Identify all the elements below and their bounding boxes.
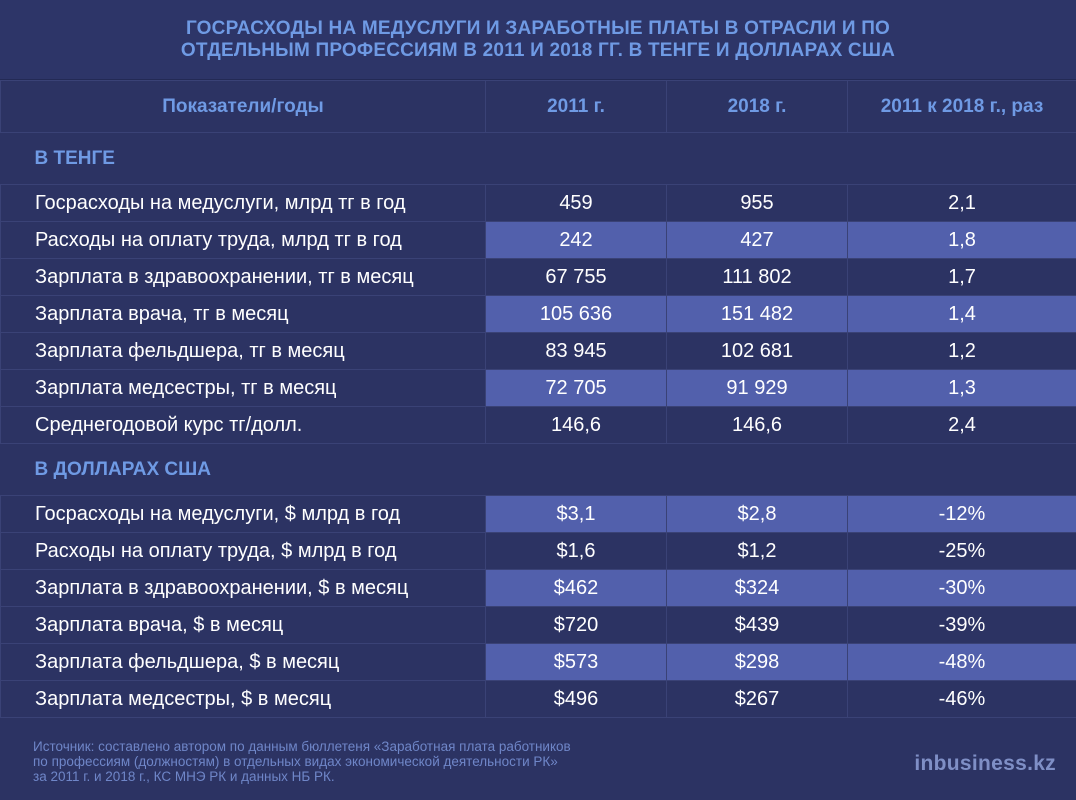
cell-2011: $720 <box>485 606 667 644</box>
header-indicator: Показатели/годы <box>0 80 486 133</box>
cell-2011: 67 755 <box>485 258 667 296</box>
source-note: Источник: составлено автором по данным б… <box>33 739 733 784</box>
inbusiness-logo[interactable]: inbusiness.kz <box>914 752 1056 775</box>
cell-2018: 91 929 <box>666 369 848 407</box>
header-2011: 2011 г. <box>485 80 667 133</box>
table-row: Среднегодовой курс тг/долл. 146,6 146,6 2,4 <box>0 406 1076 444</box>
cell-2018: 102 681 <box>666 332 848 370</box>
cell-2018: 151 482 <box>666 295 848 333</box>
table-row: Зарплата в здравоохранении, $ в месяц $46… <box>0 569 1076 607</box>
cell-2011: 146,6 <box>485 406 667 444</box>
cell-ratio: 1,2 <box>847 332 1076 370</box>
row-label: Зарплата медсестры, тг в месяц <box>0 369 486 407</box>
data-table: Показатели/годы 2011 г. 2018 г. 2011 к 2… <box>0 80 1076 718</box>
source-line-1: Источник: составлено автором по данным б… <box>33 739 571 754</box>
cell-ratio: -39% <box>847 606 1076 644</box>
table-row: Зарплата врача, тг в месяц 105 636 151 482… <box>0 295 1076 333</box>
row-label: Зарплата врача, $ в месяц <box>0 606 486 644</box>
table-row: Зарплата фельдшера, $ в месяц $573 $298 -48… <box>0 643 1076 681</box>
row-label: Среднегодовой курс тг/долл. <box>0 406 486 444</box>
cell-2018: $439 <box>666 606 848 644</box>
cell-ratio: -25% <box>847 532 1076 570</box>
cell-2018: $1,2 <box>666 532 848 570</box>
header-ratio: 2011 к 2018 г., раз <box>847 80 1076 133</box>
cell-ratio: 2,4 <box>847 406 1076 444</box>
section-row: В ДОЛЛАРАХ США <box>0 443 1076 496</box>
cell-ratio: 1,3 <box>847 369 1076 407</box>
cell-ratio: -46% <box>847 680 1076 718</box>
section-title: В ДОЛЛАРАХ США <box>0 443 1076 496</box>
cell-ratio: -48% <box>847 643 1076 681</box>
cell-2018: 111 802 <box>666 258 848 296</box>
header-row: Показатели/годы 2011 г. 2018 г. 2011 к 2… <box>0 80 1076 133</box>
table-row: Госрасходы на медуслуги, млрд тг в год 45… <box>0 184 1076 222</box>
cell-ratio: -12% <box>847 495 1076 533</box>
cell-2011: $1,6 <box>485 532 667 570</box>
header-2018: 2018 г. <box>666 80 848 133</box>
chart-title: ГОСРАСХОДЫ НА МЕДУСЛУГИ И ЗАРАБОТНЫЕ ПЛА… <box>0 0 1076 80</box>
chart-title-line-1: ГОСРАСХОДЫ НА МЕДУСЛУГИ И ЗАРАБОТНЫЕ ПЛА… <box>185 17 891 39</box>
row-label: Зарплата в здравоохранении, $ в месяц <box>0 569 486 607</box>
cell-2011: 72 705 <box>485 369 667 407</box>
row-label: Зарплата медсестры, $ в месяц <box>0 680 486 718</box>
cell-2011: 83 945 <box>485 332 667 370</box>
cell-2011: $496 <box>485 680 667 718</box>
cell-2018: $324 <box>666 569 848 607</box>
row-label: Расходы на оплату труда, $ млрд в год <box>0 532 486 570</box>
cell-2011: 105 636 <box>485 295 667 333</box>
table-row: Расходы на оплату труда, млрд тг в год 24… <box>0 221 1076 259</box>
cell-2011: $3,1 <box>485 495 667 533</box>
cell-ratio: 1,8 <box>847 221 1076 259</box>
row-label: Госрасходы на медуслуги, $ млрд в год <box>0 495 486 533</box>
source-line-3: за 2011 г. и 2018 г., КС МНЭ РК и данных… <box>33 769 335 784</box>
cell-2018: 427 <box>666 221 848 259</box>
row-label: Госрасходы на медуслуги, млрд тг в год <box>0 184 486 222</box>
cell-ratio: -30% <box>847 569 1076 607</box>
footer <box>0 726 1076 800</box>
cell-2018: 955 <box>666 184 848 222</box>
row-label: Зарплата врача, тг в месяц <box>0 295 486 333</box>
table-row: Госрасходы на медуслуги, $ млрд в год $3,… <box>0 495 1076 533</box>
cell-2011: $573 <box>485 643 667 681</box>
source-line-2: по профессиям (должностям) в отдельных в… <box>33 754 558 769</box>
cell-2011: $462 <box>485 569 667 607</box>
table-row: Зарплата врача, $ в месяц $720 $439 -39% <box>0 606 1076 644</box>
table-row: Зарплата фельдшера, тг в месяц 83 945 102 … <box>0 332 1076 370</box>
row-label: Расходы на оплату труда, млрд тг в год <box>0 221 486 259</box>
section-title: В ТЕНГЕ <box>0 132 1076 185</box>
cell-ratio: 1,4 <box>847 295 1076 333</box>
cell-ratio: 2,1 <box>847 184 1076 222</box>
cell-ratio: 1,7 <box>847 258 1076 296</box>
cell-2011: 242 <box>485 221 667 259</box>
chart-title-line-2: ОТДЕЛЬНЫМ ПРОФЕССИЯМ В 2011 И 2018 ГГ. В… <box>180 39 896 61</box>
row-label: Зарплата в здравоохранении, тг в месяц <box>0 258 486 296</box>
row-label: Зарплата фельдшера, тг в месяц <box>0 332 486 370</box>
table-row: Расходы на оплату труда, $ млрд в год $1,… <box>0 532 1076 570</box>
cell-2018: $298 <box>666 643 848 681</box>
row-label: Зарплата фельдшера, $ в месяц <box>0 643 486 681</box>
table-row: Зарплата медсестры, тг в месяц 72 705 91 9… <box>0 369 1076 407</box>
table-row: Зарплата медсестры, $ в месяц $496 $267 -46… <box>0 680 1076 718</box>
table-row: Зарплата в здравоохранении, тг в месяц 67… <box>0 258 1076 296</box>
cell-2018: $267 <box>666 680 848 718</box>
cell-2018: 146,6 <box>666 406 848 444</box>
cell-2018: $2,8 <box>666 495 848 533</box>
section-row: В ТЕНГЕ <box>0 132 1076 185</box>
cell-2011: 459 <box>485 184 667 222</box>
